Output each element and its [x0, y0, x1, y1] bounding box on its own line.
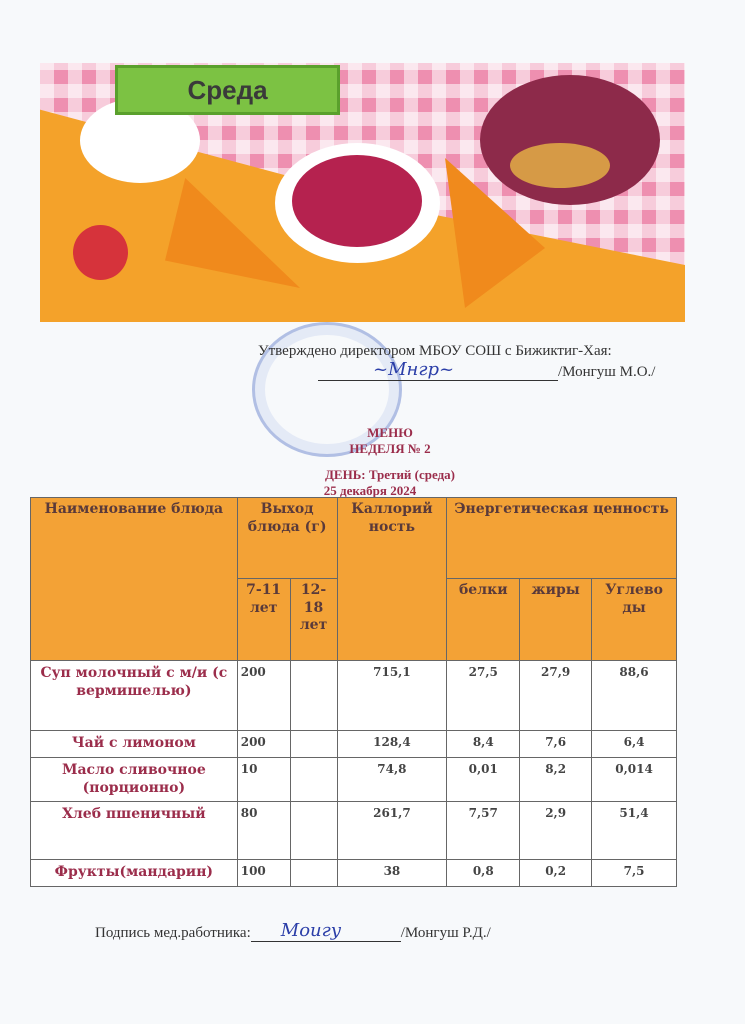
carbs: 6,4	[591, 730, 677, 758]
header-output: Выход блюда (г)	[236, 497, 338, 579]
header-energy: Энергетическая ценность	[446, 497, 677, 579]
table-row: Суп молочный с м/и (с вермишелью) 200 715,…	[30, 660, 677, 731]
calories: 128,4	[336, 730, 448, 758]
medic-label: Подпись мед.работника:	[95, 925, 251, 941]
proteins: 0,8	[446, 859, 521, 887]
director-signature: ~Мнгр~	[373, 359, 455, 380]
approval-text: Утверждено директором МБОУ СОШ с Бижикти…	[258, 343, 612, 359]
output-7-11: 200	[236, 730, 291, 758]
output-7-11: 100	[236, 859, 291, 887]
calories: 715,1	[336, 660, 448, 731]
banner-image: Среда	[40, 63, 685, 322]
menu-table: Наименование блюда Выход блюда (г) Калло…	[30, 497, 677, 887]
proteins: 8,4	[446, 730, 521, 758]
calories: 38	[336, 859, 448, 887]
school-stamp	[252, 322, 402, 457]
banner-title: Среда	[115, 65, 340, 115]
dish-name: Хлеб пшеничный	[30, 801, 238, 860]
calories: 74,8	[336, 757, 448, 802]
header-fats: жиры	[519, 578, 593, 661]
carbs: 7,5	[591, 859, 677, 887]
dish-name: Суп молочный с м/и (с вермишелью)	[30, 660, 238, 731]
medic-signature: Моигу	[280, 920, 342, 941]
table-row: Чай с лимоном 200 128,4 8,4 7,6 6,4	[30, 730, 677, 758]
tomato	[73, 225, 128, 280]
output-12-18	[289, 801, 338, 860]
fats: 7,6	[519, 730, 593, 758]
header-name: Наименование блюда	[30, 497, 238, 661]
week-number: НЕДЕЛЯ № 2	[349, 441, 431, 456]
fats: 0,2	[519, 859, 593, 887]
table-row: Масло сливочное (порционно) 10 74,8 0,01 8,2…	[30, 757, 677, 802]
header-calories: Каллорий ность	[336, 497, 448, 661]
menu-title: МЕНЮ	[367, 425, 413, 440]
proteins: 0,01	[446, 757, 521, 802]
medic-name: /Монгуш Р.Д./	[400, 925, 491, 941]
header-age-7-11: 7-11 лет	[236, 578, 291, 661]
output-12-18	[289, 859, 338, 887]
table-row: Хлеб пшеничный 80 261,7 7,57 2,9 51,4	[30, 801, 677, 860]
output-7-11: 10	[236, 757, 291, 802]
carbs: 88,6	[591, 660, 677, 731]
carbs: 0,014	[591, 757, 677, 802]
fats: 27,9	[519, 660, 593, 731]
beet-soup	[292, 155, 422, 247]
header-carbs: Углево ды	[591, 578, 677, 661]
director-name: /Монгуш М.О./	[558, 364, 656, 380]
calories: 261,7	[336, 801, 448, 860]
approval-signature-line: ~Мнгр~ /Монгуш М.О./	[318, 359, 656, 381]
header-proteins: белки	[446, 578, 521, 661]
header-age-12-18: 12-18 лет	[289, 578, 338, 661]
date-label: 25 декабря 2024	[323, 483, 417, 498]
output-7-11: 200	[236, 660, 291, 731]
output-12-18	[289, 730, 338, 758]
day-label: ДЕНЬ: Третий (среда)	[324, 467, 456, 482]
table-row: Фрукты(мандарин) 100 38 0,8 0,2 7,5	[30, 859, 677, 887]
medic-signature-line: Подпись мед.работника: Моигу/Монгуш Р.Д./	[95, 920, 491, 942]
proteins: 27,5	[446, 660, 521, 731]
output-7-11: 80	[236, 801, 291, 860]
dish-name: Масло сливочное (порционно)	[30, 757, 238, 802]
proteins: 7,57	[446, 801, 521, 860]
dish-name: Фрукты(мандарин)	[30, 859, 238, 887]
cutlets	[510, 143, 610, 188]
dish-name: Чай с лимоном	[30, 730, 238, 758]
output-12-18	[289, 660, 338, 731]
fats: 8,2	[519, 757, 593, 802]
output-12-18	[289, 757, 338, 802]
carbs: 51,4	[591, 801, 677, 860]
fats: 2,9	[519, 801, 593, 860]
